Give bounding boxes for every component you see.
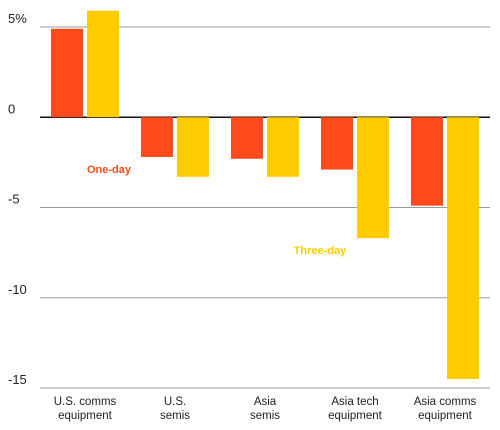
bar-one-day-0	[51, 28, 83, 118]
bars	[51, 10, 479, 379]
series-label-one-day: One-day	[87, 164, 132, 176]
bar-one-day-1	[141, 117, 173, 157]
x-category-label-line: equipment	[328, 410, 383, 422]
x-category-label: Asia tech equipment	[328, 396, 383, 422]
y-tick-label: -10	[8, 282, 27, 297]
y-tick-label: 5%	[8, 11, 27, 26]
x-category-label-line: equipment	[418, 410, 473, 422]
y-tick-label: -15	[8, 372, 27, 387]
x-category-label-line: semis	[250, 410, 280, 422]
x-category-label-line: equipment	[58, 410, 113, 422]
bar-three-day-2	[267, 117, 299, 177]
bar-three-day-1	[177, 117, 209, 177]
x-category-label: Asia semis	[250, 396, 280, 422]
x-category-label: U.S. comms equipment	[54, 396, 117, 422]
x-category-label: U.S. semis	[160, 396, 190, 422]
y-tick-label: -5	[8, 192, 20, 207]
x-category-label-line: Asia comms	[414, 396, 477, 408]
bar-three-day-4	[447, 117, 479, 379]
x-category-label-line: semis	[160, 410, 190, 422]
x-category-label: Asia comms equipment	[414, 396, 477, 422]
bar-three-day-3	[357, 117, 389, 239]
x-category-label-line: U.S. comms	[54, 396, 117, 408]
x-category-label-line: U.S.	[164, 396, 186, 408]
bar-one-day-3	[321, 117, 353, 170]
bar-three-day-0	[87, 10, 119, 118]
series-label-three-day: Three-day	[294, 245, 347, 257]
y-tick-label: 0	[8, 101, 15, 116]
bar-one-day-2	[231, 117, 263, 159]
bar-one-day-4	[411, 117, 443, 206]
x-category-label-line: Asia	[254, 396, 277, 408]
x-category-label-line: Asia tech	[331, 396, 378, 408]
gridlines: 5% 0 -5 -10 -15	[8, 11, 490, 389]
series-labels: One-day Three-day	[87, 164, 347, 257]
